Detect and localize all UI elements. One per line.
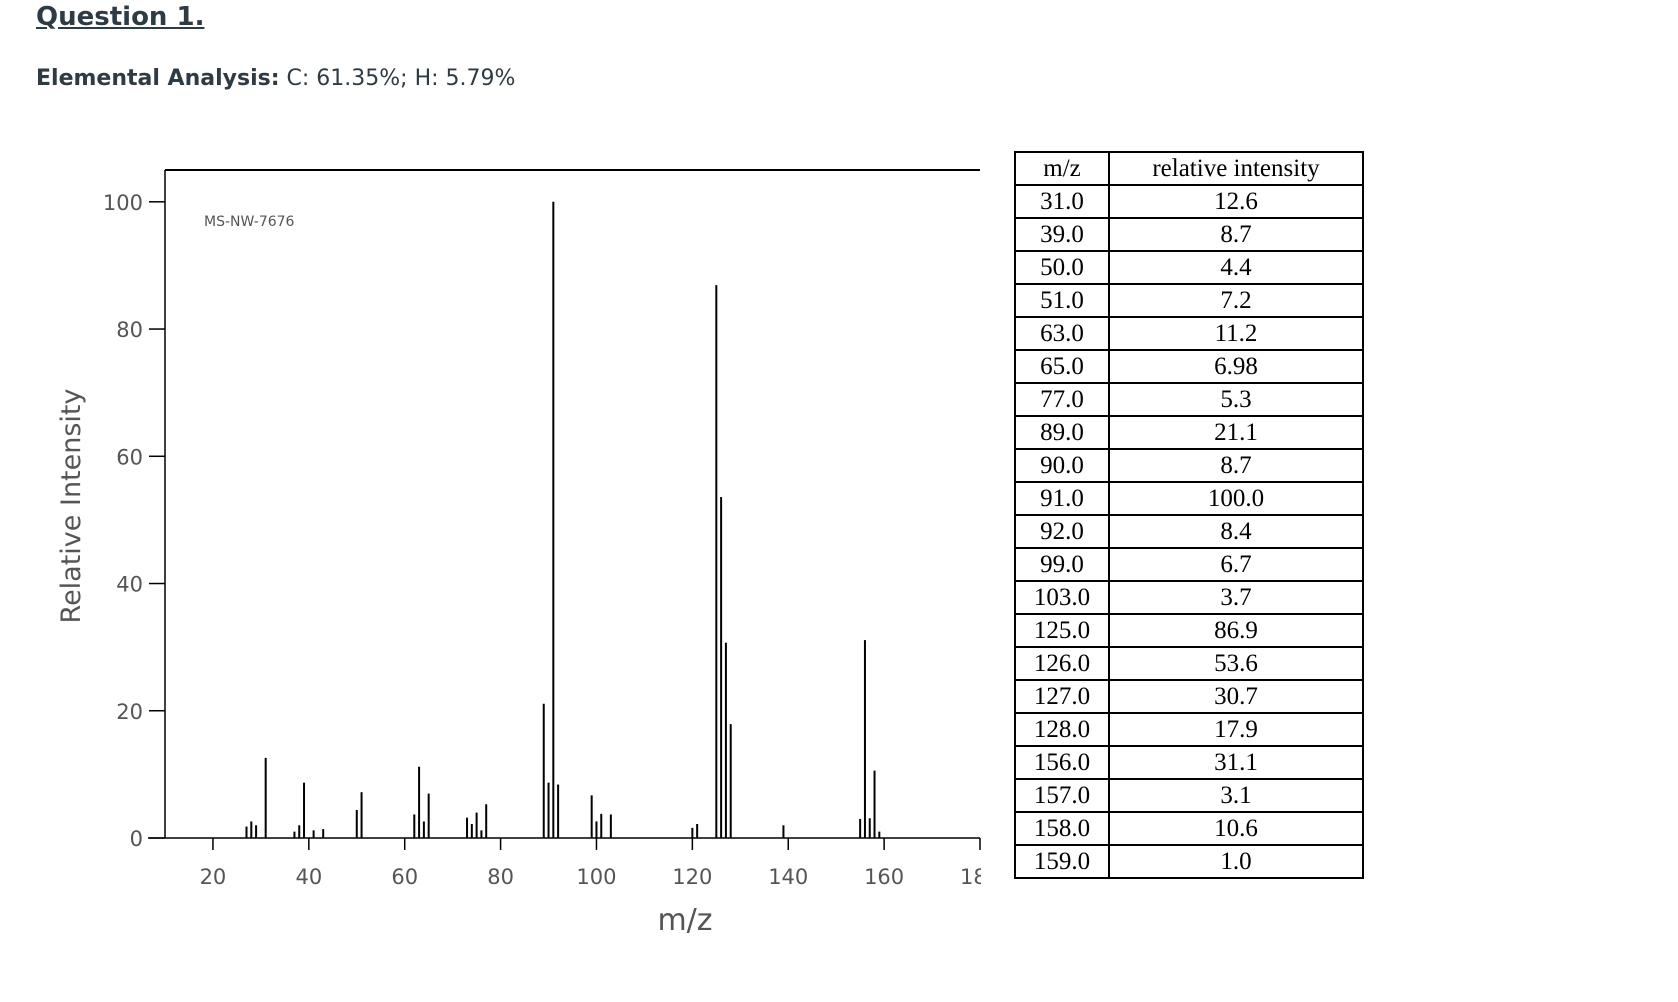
peak-table: m/z relative intensity 31.0 12.6 39.0 8.7 50.0… (1014, 151, 1364, 879)
table-cell: 127.0 (1014, 679, 1110, 714)
analysis-text: C: 61.35%; H: 5.79% (286, 66, 516, 91)
table-row: 128.0 17.9 (1014, 712, 1364, 747)
table-row: 159.0 1.0 (1014, 844, 1364, 879)
table-cell: 89.0 (1014, 415, 1110, 450)
table-cell: 21.1 (1108, 415, 1364, 450)
x-axis-label: m/z (657, 903, 712, 938)
table-cell: 31.1 (1108, 745, 1364, 780)
table-cell: 63.0 (1014, 316, 1110, 351)
table-cell: 10.6 (1108, 811, 1364, 846)
table-row: 99.0 6.7 (1014, 547, 1364, 582)
table-cell: 8.7 (1108, 217, 1364, 252)
y-tick-label: 60 (116, 445, 143, 469)
table-cell: 50.0 (1014, 250, 1110, 285)
table-row: 91.0 100.0 (1014, 481, 1364, 516)
table-cell: 31.0 (1014, 184, 1110, 219)
table-cell: 91.0 (1014, 481, 1110, 516)
table-cell: 6.7 (1108, 547, 1364, 582)
x-tick-label: 80 (487, 865, 514, 889)
table-cell: 39.0 (1014, 217, 1110, 252)
table-row: 127.0 30.7 (1014, 679, 1364, 714)
table-row: 90.0 8.7 (1014, 448, 1364, 483)
x-tick-label: 100 (576, 865, 616, 889)
y-tick-label: 80 (116, 318, 143, 342)
table-cell: 5.3 (1108, 382, 1364, 417)
table-row: 156.0 31.1 (1014, 745, 1364, 780)
table-row: 126.0 53.6 (1014, 646, 1364, 681)
x-tick-label: 140 (768, 865, 808, 889)
x-tick-label: 40 (295, 865, 322, 889)
x-tick-label: 180 (960, 865, 1000, 889)
table-cell: 100.0 (1108, 481, 1364, 516)
table-cell: 51.0 (1014, 283, 1110, 318)
table-row: 50.0 4.4 (1014, 250, 1364, 285)
table-cell: 86.9 (1108, 613, 1364, 648)
annotation: MS-NW-7676 (204, 214, 295, 230)
table-cell: 126.0 (1014, 646, 1110, 681)
x-tick-label: 160 (864, 865, 904, 889)
table-cell: 53.6 (1108, 646, 1364, 681)
table-cell: 12.6 (1108, 184, 1364, 219)
table-cell: 8.4 (1108, 514, 1364, 549)
table-row: 63.0 11.2 (1014, 316, 1364, 351)
table-cell: 90.0 (1014, 448, 1110, 483)
y-axis-label: Relative Intensity (56, 388, 87, 623)
table-cell: 30.7 (1108, 679, 1364, 714)
table-cell: 11.2 (1108, 316, 1364, 351)
table-cell: 3.7 (1108, 580, 1364, 615)
table-cell: 1.0 (1108, 844, 1364, 879)
question-title: Question 1. (36, 2, 205, 32)
table-row: 77.0 5.3 (1014, 382, 1364, 417)
table-cell: 125.0 (1014, 613, 1110, 648)
table-cell: 159.0 (1014, 844, 1110, 879)
spectrum-chart: MS-NW-7676 Relative Intensity m/z 0 20 40 6… (56, 169, 1000, 938)
table-header: relative intensity (1108, 151, 1364, 186)
table-cell: 158.0 (1014, 811, 1110, 846)
table-cell: 99.0 (1014, 547, 1110, 582)
table-cell: 77.0 (1014, 382, 1110, 417)
table-row: 125.0 86.9 (1014, 613, 1364, 648)
table-cell: 8.7 (1108, 448, 1364, 483)
table-row: 158.0 10.6 (1014, 811, 1364, 846)
table-cell: 3.1 (1108, 778, 1364, 813)
x-tick-label: 20 (200, 865, 227, 889)
table-row: 31.0 12.6 (1014, 184, 1364, 219)
table-cell: 6.98 (1108, 349, 1364, 384)
table-row: 51.0 7.2 (1014, 283, 1364, 318)
x-tick-label: 60 (391, 865, 418, 889)
table-cell: 65.0 (1014, 349, 1110, 384)
table-row: 89.0 21.1 (1014, 415, 1364, 450)
table-cell: 157.0 (1014, 778, 1110, 813)
table-cell: 17.9 (1108, 712, 1364, 747)
analysis-label: Elemental Analysis: (36, 66, 280, 91)
table-row: 92.0 8.4 (1014, 514, 1364, 549)
x-tick-label: 120 (672, 865, 712, 889)
table-cell: 156.0 (1014, 745, 1110, 780)
y-tick-label: 100 (103, 191, 143, 215)
table-cell: 7.2 (1108, 283, 1364, 318)
table-cell: 128.0 (1014, 712, 1110, 747)
table-row: 157.0 3.1 (1014, 778, 1364, 813)
table-row: 39.0 8.7 (1014, 217, 1364, 252)
table-row: 103.0 3.7 (1014, 580, 1364, 615)
y-tick-label: 20 (116, 700, 143, 724)
y-tick-label: 40 (116, 573, 143, 597)
table-cell: 103.0 (1014, 580, 1110, 615)
table-cell: 92.0 (1014, 514, 1110, 549)
table-row: 65.0 6.98 (1014, 349, 1364, 384)
elemental-analysis: Elemental Analysis: C: 61.35%; H: 5.79% (36, 66, 515, 91)
table-header: m/z (1014, 151, 1110, 186)
y-tick-label: 0 (130, 827, 143, 851)
table-cell: 4.4 (1108, 250, 1364, 285)
